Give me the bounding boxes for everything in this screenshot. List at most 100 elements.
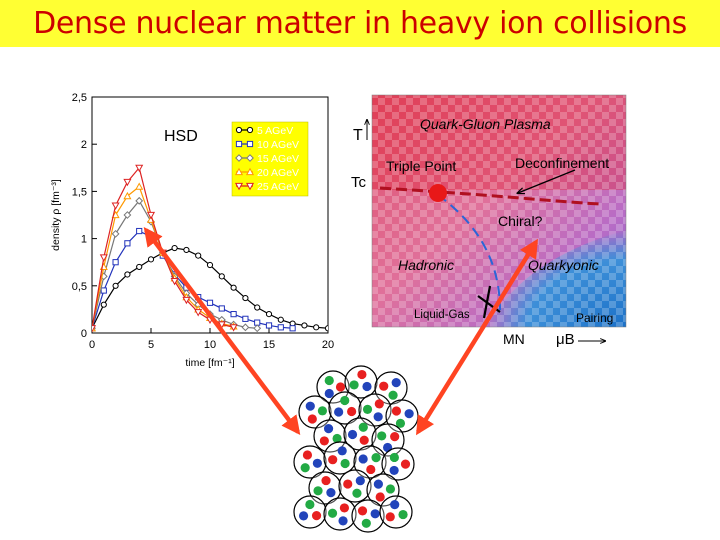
quark: [321, 475, 331, 486]
data-point: [135, 182, 144, 190]
nucleon: [351, 499, 385, 533]
quark: [300, 463, 310, 473]
data-point: [146, 211, 156, 220]
data-point: [242, 294, 249, 302]
legend-marker: [234, 167, 244, 176]
quark: [347, 406, 357, 417]
legend-marker: [235, 154, 243, 162]
data-point: [124, 240, 131, 247]
phase-y-label: T: [353, 127, 363, 144]
quark: [328, 455, 338, 465]
data-point: [135, 196, 144, 205]
quark: [334, 407, 344, 417]
nucleon: [316, 370, 350, 404]
quark: [332, 433, 342, 444]
data-point: [100, 287, 107, 294]
nucleon: [338, 469, 372, 503]
phase-x-label: μB: [556, 331, 575, 348]
legend: 5 AGeV 10 AGeV 15 AGeV 20 AGeV 25 AGeV: [234, 125, 299, 193]
nucleon: [313, 419, 347, 453]
data-point: [265, 322, 273, 329]
legend-marker: [234, 182, 244, 191]
quark: [327, 508, 338, 518]
triple-point-marker: [429, 184, 447, 202]
legend-item: 10 AGeV: [235, 139, 299, 151]
deconfinement-pointer: [518, 169, 576, 193]
quark: [361, 518, 371, 528]
data-point: [171, 244, 178, 252]
quark: [326, 488, 336, 498]
quark: [390, 431, 400, 442]
data-point: [218, 305, 225, 312]
quark: [312, 458, 322, 468]
quark: [358, 422, 368, 432]
y-tick-label: 0,5: [72, 281, 87, 293]
quark: [340, 458, 350, 469]
data-point: [147, 256, 155, 263]
quark: [391, 406, 402, 416]
data-point: [324, 325, 328, 332]
data-point: [254, 304, 261, 311]
quark: [305, 499, 315, 510]
data-point: [206, 299, 214, 306]
y-tick-label: 0: [81, 328, 87, 340]
nucleon: [379, 495, 413, 529]
data-point: [277, 324, 284, 331]
legend-marker: [245, 167, 255, 176]
quark: [371, 452, 381, 463]
quark: [379, 381, 389, 391]
quark: [355, 476, 365, 486]
legend-marker: [235, 126, 243, 134]
data-point: [313, 324, 320, 331]
quark: [362, 381, 372, 392]
legend-marker: [246, 154, 254, 162]
data-point: [242, 315, 249, 322]
data-point: [289, 325, 296, 332]
data-point: [112, 282, 119, 289]
quark: [298, 511, 309, 521]
density-plot: 0 0,5 1 1,5 2 2,5 0 5 10 15 20 density ρ [fm⁻³] t…: [50, 92, 334, 369]
region-qgp: Quark-Gluon Plasma: [420, 116, 551, 132]
quark: [385, 512, 395, 522]
quark: [385, 484, 396, 494]
quark: [305, 401, 315, 411]
title-bar: [0, 0, 720, 47]
quark: [395, 418, 406, 428]
y-tick-label: 1,5: [72, 186, 87, 198]
hsd-annotation: HSD: [164, 128, 198, 145]
data-point: [124, 271, 131, 278]
region-hadronic: Hadronic: [398, 257, 454, 273]
x-tick-label: 0: [89, 339, 95, 351]
phase-mn-label: MN: [503, 331, 525, 347]
data-point: [111, 229, 120, 238]
legend-label: 10 AGeV: [257, 139, 299, 151]
quark: [400, 459, 411, 469]
x-tick-label: 5: [148, 339, 154, 351]
quark: [313, 486, 323, 496]
quark: [390, 500, 400, 510]
quark: [340, 395, 350, 406]
legend-item: 25 AGeV: [234, 181, 299, 193]
legend-item: 15 AGeV: [235, 153, 299, 165]
quark: [389, 465, 399, 476]
data-point: [92, 325, 97, 333]
data-point: [183, 246, 190, 254]
x-tick-label: 15: [263, 339, 275, 351]
quark: [307, 414, 317, 424]
y-tick-label: 2,5: [72, 92, 87, 104]
quark: [389, 452, 399, 463]
quark: [404, 409, 414, 419]
data-point: [277, 316, 284, 323]
y-tick-label: 2: [81, 139, 87, 151]
quark: [388, 390, 398, 400]
deconfinement-line: [379, 186, 601, 206]
legend-item: 5 AGeV: [235, 125, 293, 137]
nucleon: [385, 399, 419, 433]
quark: [373, 479, 383, 489]
data-point: [301, 322, 308, 329]
quark: [357, 506, 368, 516]
data-point: [100, 301, 107, 308]
quark: [319, 436, 329, 446]
data-point: [123, 178, 132, 187]
nucleon: [323, 441, 357, 475]
